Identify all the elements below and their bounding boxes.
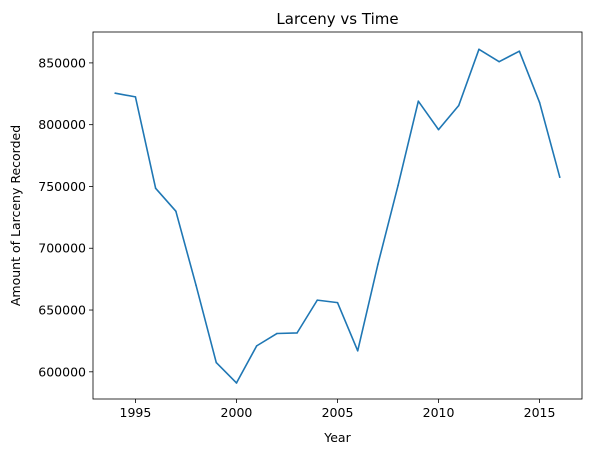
x-tick-label: 2005 [322,405,354,420]
data-point [195,284,197,287]
data-point [235,382,238,384]
x-tick-label: 2015 [524,405,556,420]
x-tick-label: 1995 [120,405,152,420]
y-tick-label: 800000 [38,117,86,132]
x-axis: 1995 2000 2005 2010 2015 [120,399,556,420]
data-point [336,301,339,304]
data-point [457,104,460,107]
data-point [276,332,278,335]
x-tick-label: 2000 [221,405,253,420]
y-axis-label: Amount of Larceny Recorded [8,125,23,306]
data-point [478,48,480,51]
data-point [215,361,218,364]
x-axis-label: Year [323,430,351,445]
data-point [296,332,298,334]
y-axis: 600000 650000 700000 750000 800000 850000 [38,55,93,379]
plot-area [114,48,561,384]
data-point [356,350,359,352]
data-point [417,100,420,102]
data-point [518,50,521,52]
data-point [498,60,500,63]
y-tick-label: 700000 [38,241,86,256]
data-point [558,176,561,178]
y-tick-label: 600000 [38,364,86,379]
data-point [437,128,440,131]
data-point [397,184,399,187]
data-point [377,263,379,266]
data-point [538,101,541,104]
y-tick-label: 650000 [38,303,86,318]
data-point [316,299,319,301]
data-point [154,187,157,190]
data-point [134,96,137,98]
data-point [255,345,258,347]
y-tick-label: 750000 [38,179,86,194]
y-tick-label: 850000 [38,55,86,70]
x-tick-label: 2010 [423,405,455,420]
chart-title: Larceny vs Time [276,10,398,28]
data-point [114,92,117,94]
data-point [175,210,177,212]
